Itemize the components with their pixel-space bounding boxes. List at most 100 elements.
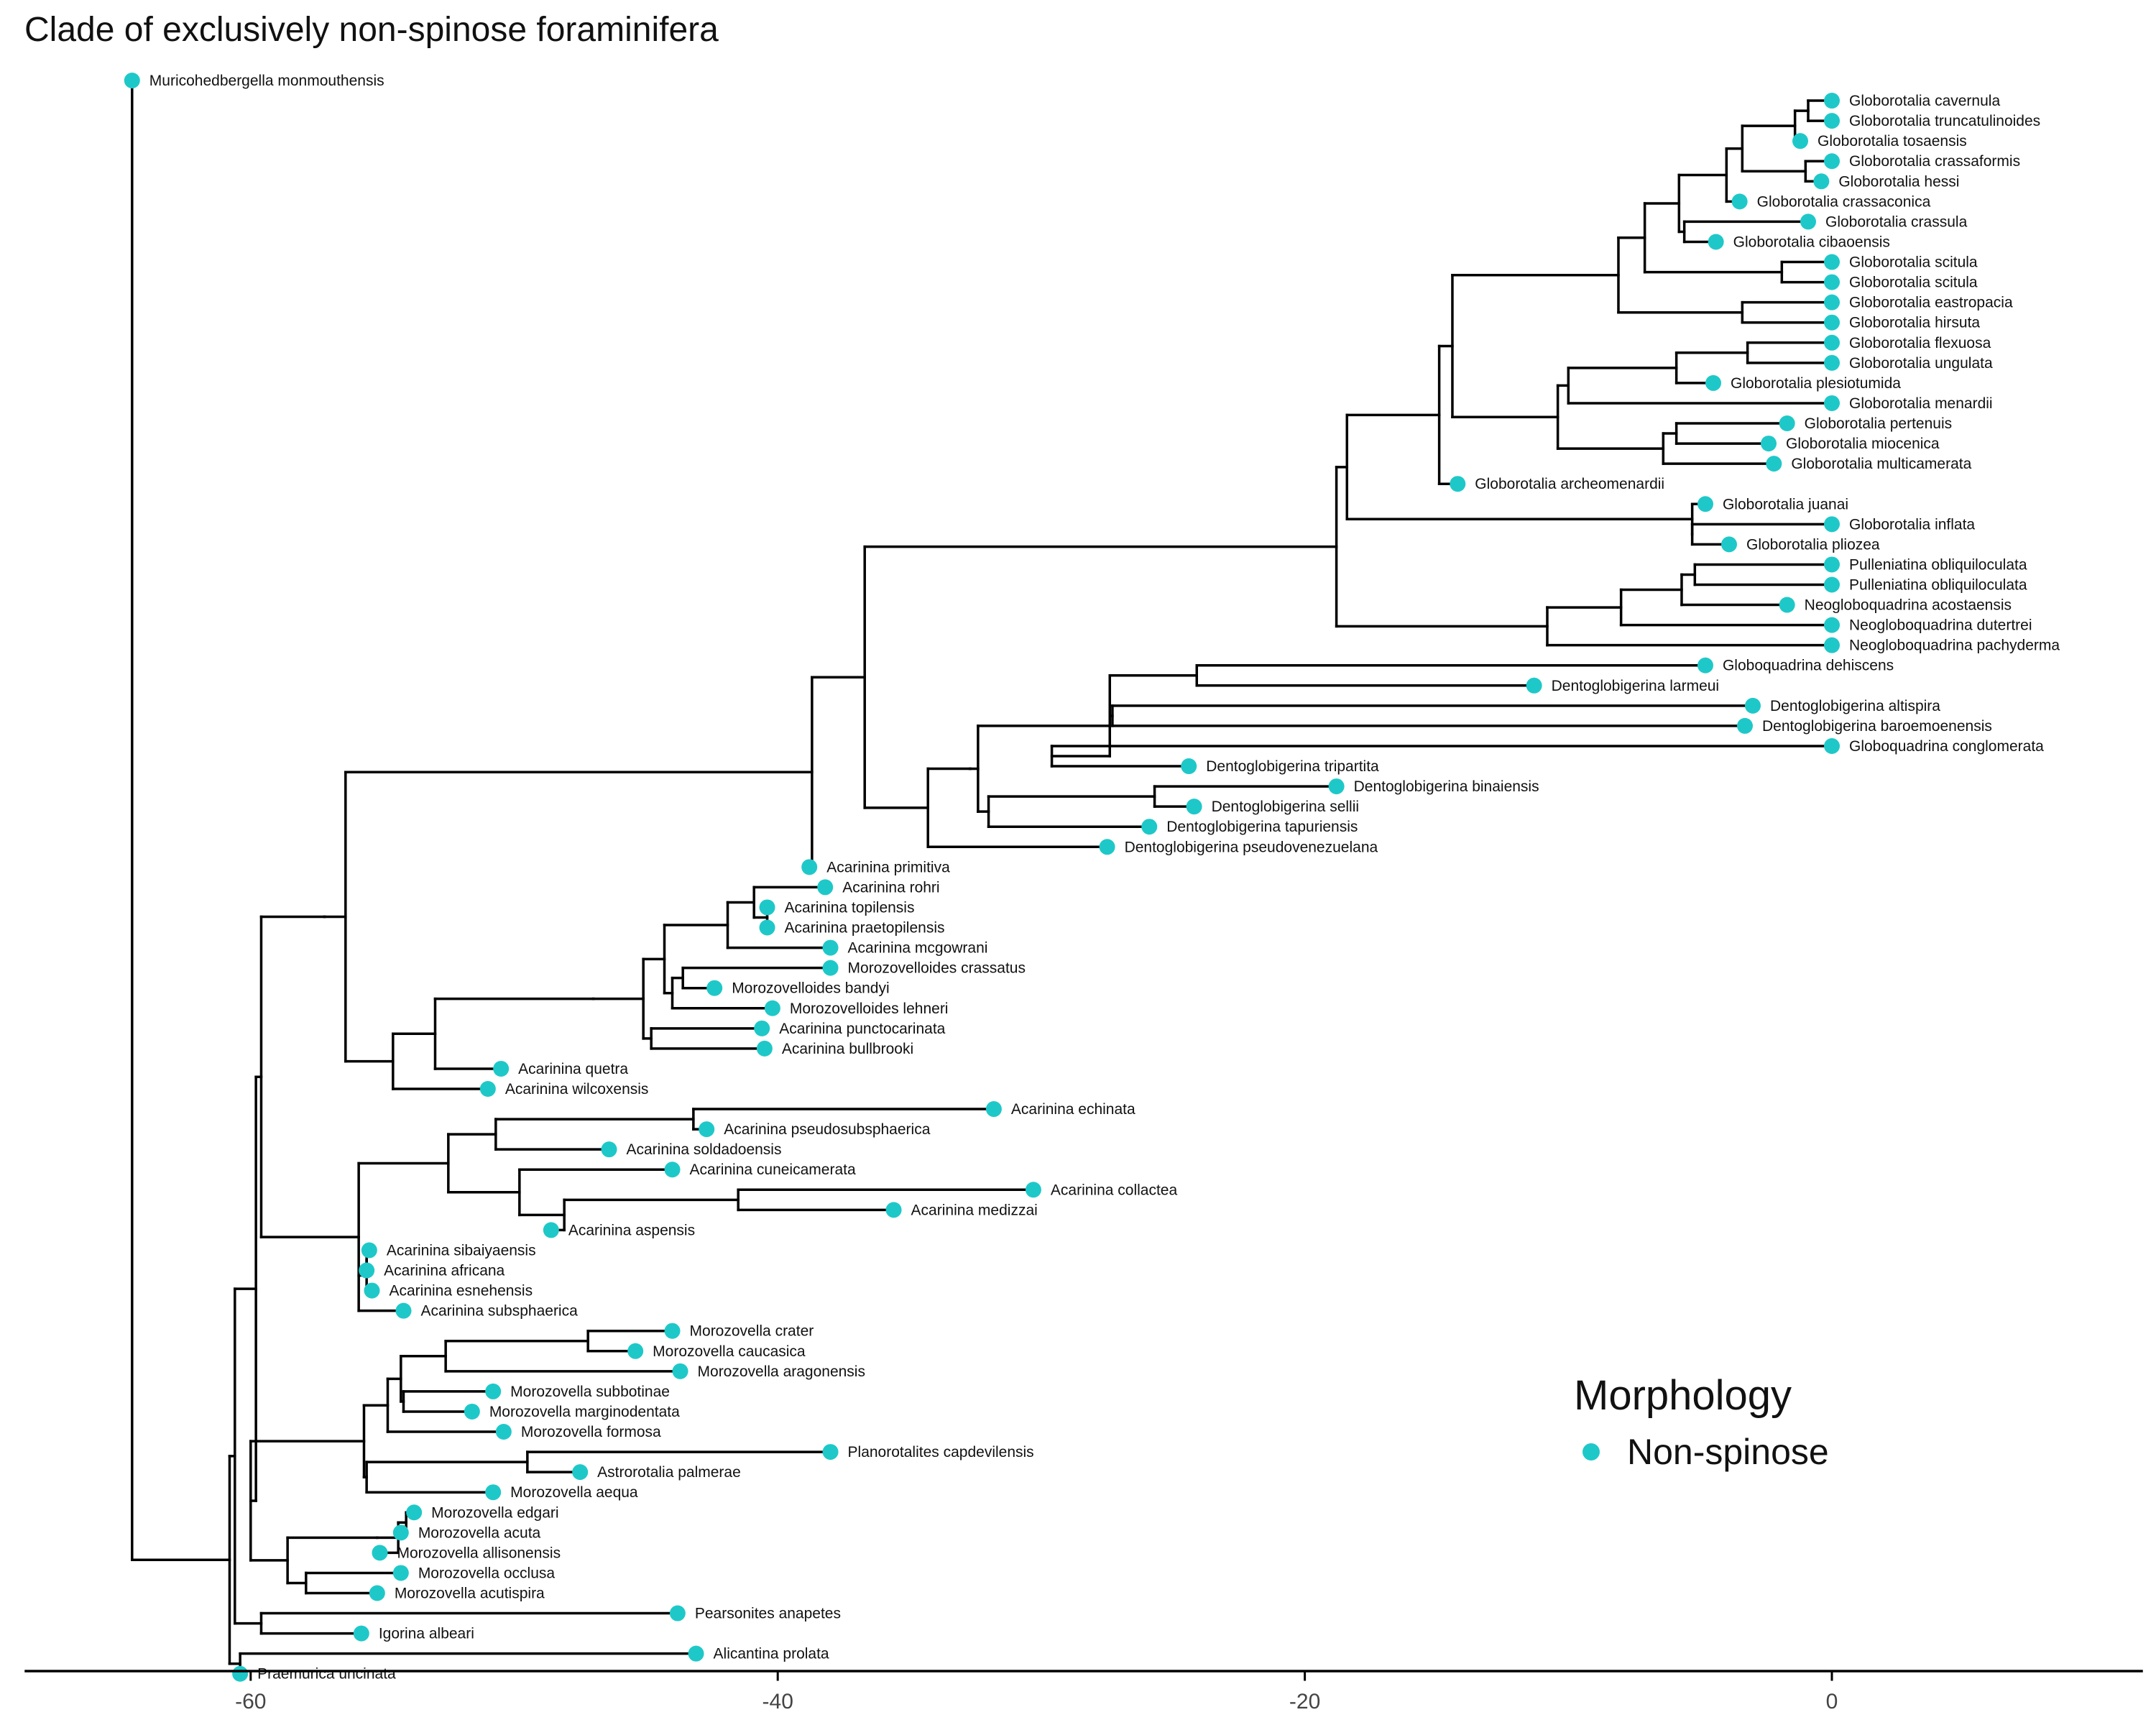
tip-point xyxy=(493,1060,510,1077)
tip-point xyxy=(232,1665,249,1682)
tip-label: Acarinina rohri xyxy=(842,879,939,896)
tip-point xyxy=(699,1121,715,1138)
tip-point xyxy=(1744,697,1761,714)
tip-point xyxy=(817,879,834,896)
tip-label: Globorotalia juanai xyxy=(1723,496,1848,512)
tip-label: Astrorotalia palmerae xyxy=(597,1464,741,1481)
tip-point xyxy=(759,899,775,916)
tip-point xyxy=(479,1081,496,1097)
tip-label: Globorotalia cavernula xyxy=(1849,93,2000,109)
tip-point xyxy=(543,1222,559,1238)
tip-label: Acarinina collactea xyxy=(1051,1182,1178,1198)
tip-point xyxy=(1813,173,1830,190)
tip-point xyxy=(353,1625,369,1642)
legend-swatch xyxy=(1583,1443,1600,1460)
tip-point xyxy=(1824,516,1840,533)
tip-point xyxy=(495,1424,512,1440)
tip-label: Globorotalia inflata xyxy=(1849,516,1975,533)
tip-point xyxy=(1824,637,1840,653)
tip-label: Dentoglobigerina tapuriensis xyxy=(1166,819,1358,835)
tip-label: Dentoglobigerina pseudovenezuelana xyxy=(1125,839,1378,855)
tip-label: Morozovella allisonensis xyxy=(397,1545,561,1561)
tip-label: Neogloboquadrina acostaensis xyxy=(1805,597,2012,614)
tip-point xyxy=(124,73,140,88)
tip-point xyxy=(1779,597,1795,613)
tip-point xyxy=(1025,1182,1041,1198)
tip-label: Acarinina medizzai xyxy=(911,1202,1038,1218)
tip-point xyxy=(764,1000,780,1016)
tip-point xyxy=(1824,254,1840,270)
tip-point xyxy=(359,1262,375,1279)
tip-label: Acarinina sibaiyaensis xyxy=(387,1242,536,1259)
legend-label: Non-spinose xyxy=(1627,1432,1829,1472)
tip-label: Globorotalia ungulata xyxy=(1849,355,1993,372)
tip-label: Pulleniatina obliquiloculata xyxy=(1849,577,2027,594)
tip-point xyxy=(1181,758,1197,775)
tip-label: Acarinina bullbrooki xyxy=(782,1041,913,1057)
tip-label: Globorotalia multicamerata xyxy=(1791,456,1971,472)
tip-label: Globorotalia tosaensis xyxy=(1818,133,1967,150)
tip-label: Neogloboquadrina dutertrei xyxy=(1849,617,2032,634)
tip-label: Dentoglobigerina baroemoenensis xyxy=(1762,718,1992,735)
tip-point xyxy=(985,1101,1002,1118)
tip-point xyxy=(1824,576,1840,593)
tip-label: Globoquadrina conglomerata xyxy=(1849,738,2044,755)
tip-label: Alicantina prolata xyxy=(714,1646,829,1662)
tip-label: Acarinina esnehensis xyxy=(389,1283,533,1300)
tip-point xyxy=(754,1020,770,1036)
legend-title: Morphology xyxy=(1574,1372,1792,1419)
tip-label: Acarinina echinata xyxy=(1011,1101,1135,1118)
tip-point xyxy=(485,1484,502,1501)
tip-label: Planorotalites capdevilensis xyxy=(848,1444,1034,1460)
tip-label: Morozovella subbotinae xyxy=(510,1384,670,1400)
tip-point xyxy=(372,1545,388,1561)
tip-label: Dentoglobigerina larmeui xyxy=(1552,678,1719,694)
tip-point xyxy=(1731,193,1748,210)
x-tick-label: -40 xyxy=(763,1690,793,1714)
tip-label: Globorotalia hessi xyxy=(1838,173,1959,190)
tip-point xyxy=(1766,456,1782,472)
tip-label: Globorotalia scitula xyxy=(1849,254,1978,271)
tip-label: Neogloboquadrina pachyderma xyxy=(1849,638,2060,654)
tip-label: Acarinina soldadoensis xyxy=(627,1141,782,1158)
tip-point xyxy=(1705,374,1721,391)
x-tick-label: -20 xyxy=(1289,1690,1320,1714)
tip-point xyxy=(1708,234,1724,250)
tip-point xyxy=(1186,799,1202,815)
tip-point xyxy=(1736,717,1753,734)
tip-label: Globorotalia crassaformis xyxy=(1849,153,2020,170)
tip-point xyxy=(1450,476,1466,492)
tip-label: Globorotalia hirsuta xyxy=(1849,315,1980,331)
tip-point xyxy=(759,919,775,936)
tip-label: Dentoglobigerina tripartita xyxy=(1206,758,1379,775)
tip-point xyxy=(801,859,818,875)
tip-point xyxy=(1824,274,1840,290)
tip-label: Acarinina pseudosubsphaerica xyxy=(724,1121,931,1138)
tree-tips: Muricohedbergella monmouthensis Globorota… xyxy=(124,73,2060,1683)
tip-point xyxy=(672,1363,688,1379)
tip-point xyxy=(1720,536,1737,553)
tip-label: Praemurica uncinata xyxy=(257,1666,396,1683)
legend-entry: Non-spinose xyxy=(1583,1431,1829,1473)
tip-point xyxy=(1328,778,1345,795)
tip-label: Globorotalia miocenica xyxy=(1786,436,1940,452)
tip-label: Morozovelloides lehneri xyxy=(790,1000,949,1017)
x-tick-label: 0 xyxy=(1826,1690,1838,1714)
tip-point xyxy=(364,1282,380,1299)
tip-point xyxy=(664,1322,681,1339)
tip-point xyxy=(1824,354,1840,371)
tip-label: Morozovella aequa xyxy=(510,1484,638,1501)
tip-point xyxy=(1824,314,1840,331)
tip-label: Dentoglobigerina binaiensis xyxy=(1354,778,1539,795)
x-tick-label: -60 xyxy=(235,1690,266,1714)
tip-point xyxy=(1824,556,1840,573)
tip-label: Morozovella aragonensis xyxy=(698,1363,865,1380)
tip-point xyxy=(406,1504,423,1521)
tip-point xyxy=(1824,294,1840,310)
tip-label: Acarinina africana xyxy=(384,1263,505,1279)
tip-point xyxy=(1824,334,1840,351)
tip-label: Globorotalia truncatulinoides xyxy=(1849,113,2040,129)
tip-label: Globorotalia crassula xyxy=(1825,213,1968,230)
tip-point xyxy=(1760,436,1777,452)
